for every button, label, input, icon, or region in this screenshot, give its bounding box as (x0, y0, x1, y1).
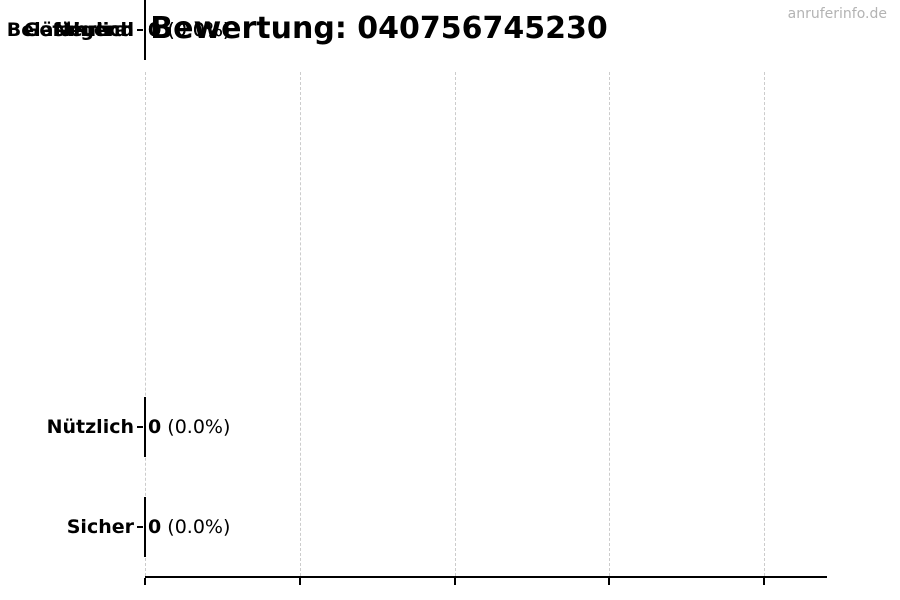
watermark-text: anruferinfo.de (787, 6, 887, 22)
category-label: Gefährlich (23, 19, 134, 41)
x-gridline (609, 72, 610, 576)
value-label: 0 (0.0%) (148, 19, 230, 41)
bar-row-belaestigend: Belästigend 0 (0.0%) (0, 0, 900, 60)
bar-row-nuetzlich: Nützlich 0 (0.0%) (0, 397, 900, 457)
category-label: Sicher (66, 516, 134, 538)
x-axis-tick (608, 578, 610, 585)
value-percent: (0.0%) (167, 19, 231, 41)
y-axis-tick (137, 426, 143, 428)
y-axis-tick (137, 526, 143, 528)
value-count: 0 (148, 516, 162, 538)
value-label: 0 (0.0%) (148, 19, 230, 41)
value-label: 0 (0.0%) (148, 19, 230, 41)
bar-zero-value (144, 0, 146, 60)
x-axis-tick (299, 578, 301, 585)
value-percent: (0.0%) (167, 416, 231, 438)
value-label: 0 (0.0%) (148, 516, 230, 538)
x-axis-tick (763, 578, 765, 585)
value-count: 0 (148, 416, 162, 438)
x-axis-tick (454, 578, 456, 585)
category-label: Belästigend (6, 19, 134, 41)
x-axis-tick (144, 578, 146, 585)
x-gridline (300, 72, 301, 576)
bar-zero-value (144, 497, 146, 557)
category-label: Nützlich (46, 416, 134, 438)
bar-zero-value (144, 397, 146, 457)
value-count: 0 (148, 19, 162, 41)
x-gridline (145, 72, 146, 576)
chart-title: Bewertung: 040756745230 (150, 11, 608, 46)
x-gridline (764, 72, 765, 576)
bar-row-gefaehrlich: Gefährlich 0 (0.0%) (0, 0, 900, 60)
value-count: 0 (148, 19, 162, 41)
value-percent: (0.0%) (167, 19, 231, 41)
value-percent: (0.0%) (167, 516, 231, 538)
bar-row-sicher: Sicher 0 (0.0%) (0, 497, 900, 557)
value-label: 0 (0.0%) (148, 416, 230, 438)
value-count: 0 (148, 19, 162, 41)
y-axis-tick (137, 29, 143, 31)
x-gridline (455, 72, 456, 576)
category-label: Neutral (53, 19, 134, 41)
plot-area (144, 72, 827, 585)
value-percent: (0.0%) (167, 19, 231, 41)
bar-row-neutral: Neutral 0 (0.0%) (0, 0, 900, 60)
